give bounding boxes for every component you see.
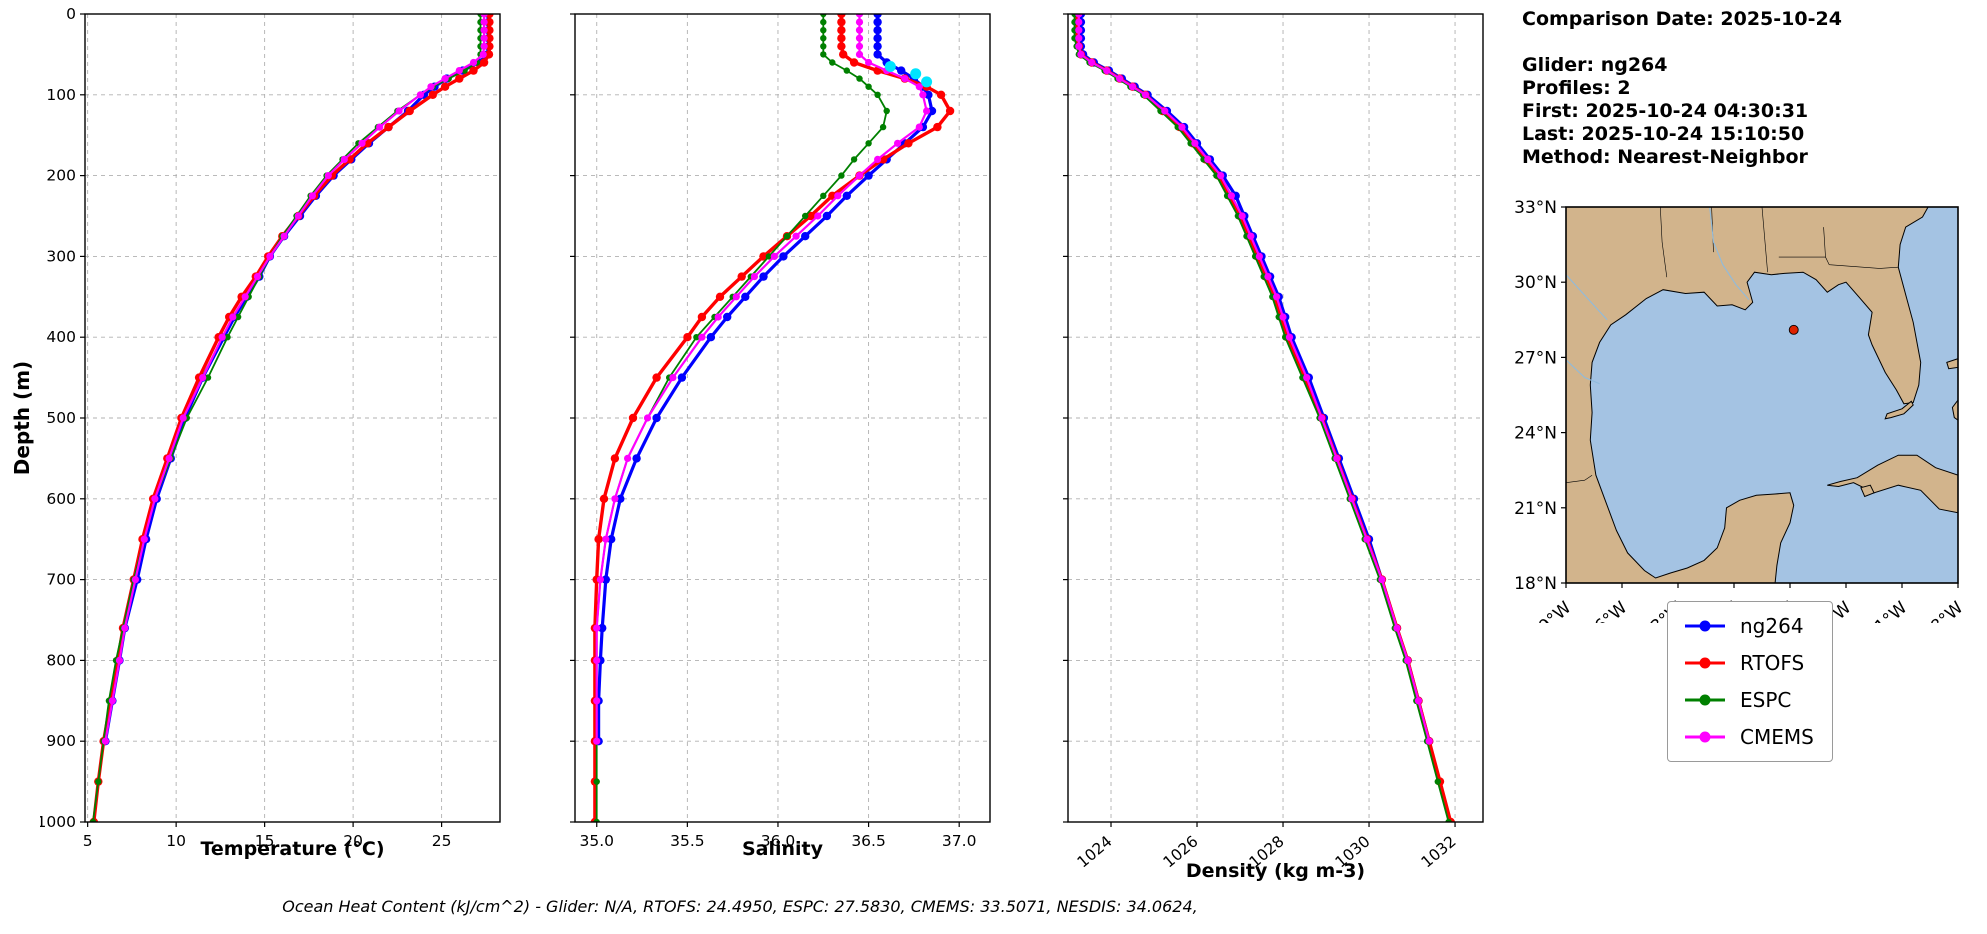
legend-item-rtofs: RTOFS [1682,651,1814,675]
map-lat-tick-label: 30°N [1514,273,1557,293]
x-tick-label: 35.0 [579,832,614,850]
x-tick-label: 36.5 [851,832,886,850]
land-area [1566,207,1929,583]
y-tick-label: 100 [46,86,76,104]
espc-line-marker-icon [1685,694,1725,706]
y-tick-label: 300 [46,247,76,265]
river [1566,274,1608,321]
grid-lines [85,13,500,823]
y-tick-label: 800 [46,651,76,669]
comparison-info-panel: Comparison Date: 2025-10-24 Glider: ng26… [1522,8,1842,169]
comparison-date-text: Comparison Date: 2025-10-24 [1522,8,1842,30]
salinity-axis-label: Salinity [741,838,824,860]
legend-label-ng264: ng264 [1740,614,1804,638]
map-tick-marks [1561,206,1959,588]
ng264-line-marker-icon [1685,620,1725,632]
political-border [1823,227,1826,258]
y-tick-label: 600 [46,490,76,508]
map-lat-tick-label: 18°N [1514,574,1557,594]
cmems-line-marker-icon [1685,731,1725,743]
tick-marks [570,13,960,827]
first-profile-time-text: First: 2025-10-24 04:30:31 [1522,100,1809,122]
land-area [1860,484,1875,498]
map-lat-tick-label: 21°N [1514,499,1557,519]
y-tick-label: 200 [46,167,76,185]
nesdis-marker [921,76,933,88]
temperature-profile-chart: 5 10 15 20 25 0 100 200 300 400 500 600 700 800 900 100… [40,0,510,880]
x-tick-label: 35.5 [670,832,705,850]
glider-name-text: Glider: ng264 [1522,54,1668,76]
grid-lines [575,13,990,823]
y-tick-label: 1000 [40,813,76,831]
method-text: Method: Nearest-Neighbor [1522,146,1808,168]
ng264-series [1076,14,1434,746]
political-border [1761,207,1768,273]
ng264-series [101,14,493,746]
espc-series [593,14,890,822]
ohc-caption: Ocean Heat Content (kJ/cm^2) - Glider: N… [282,897,1198,916]
river [1709,207,1750,301]
map-lat-tick-label: 27°N [1514,348,1557,368]
density-profile-chart: 1024 1026 1028 1030 1032 Density (kg m-3) [1023,0,1493,882]
x-tick-label: 36.0 [761,832,796,850]
river [1566,359,1600,385]
land-area [1951,399,1958,421]
cmems-series [101,14,488,745]
political-border [1778,256,1899,269]
gulf-of-mexico-map: 99°W96°W93°W90°W87°W84°W81°W78°W18°N21°N… [1514,198,1967,644]
x-tick-label: 15 [255,832,275,850]
nesdis-marker [910,68,922,80]
political-border [1660,207,1668,278]
tick-marks [1063,13,1456,827]
political-border [1566,474,1593,483]
x-tick-label: 10 [166,832,186,850]
legend-item-cmems: CMEMS [1682,725,1814,749]
map-lon-tick-label: 99°W [1527,598,1575,623]
map-lon-tick-label: 81°W [1863,598,1911,623]
temperature-profile-plot: 5 10 15 20 25 0 100 200 300 400 500 600 700 800 900 100… [40,5,501,850]
last-profile-time-text: Last: 2025-10-24 15:10:50 [1522,123,1805,145]
density-axis-label: Density (kg m-3) [1185,860,1366,882]
location-map-container: 99°W96°W93°W90°W87°W84°W81°W78°W18°N21°N… [1497,193,1977,644]
map-lon-tick-label: 78°W [1919,598,1967,623]
legend-box: ng264 RTOFS ESPC CMEMS [1667,601,1833,762]
density-profile-plot: 1024 1026 1028 1030 1032 [1063,13,1484,871]
land-area [1884,400,1914,420]
y-tick-label: 400 [46,328,76,346]
nesdis-marker [884,61,896,72]
map-lat-tick-label: 24°N [1514,424,1557,444]
depth-axis-label: Depth (m) [10,360,34,476]
x-tick-label: 37.0 [942,832,977,850]
profiles-count-text: Profiles: 2 [1522,77,1631,99]
y-tick-label: 900 [46,732,76,750]
map-lat-tick-label: 33°N [1514,198,1557,218]
cmems-series [1075,14,1433,745]
y-tick-label: 700 [46,571,76,589]
legend-label-cmems: CMEMS [1740,725,1814,749]
ng264-series [594,14,937,746]
rtofs-line-marker-icon [1685,657,1725,669]
x-tick-label: 20 [343,832,363,850]
tick-marks [80,13,443,827]
cmems-series [593,14,931,745]
grid-lines [1068,13,1483,823]
x-tick-label: 5 [83,832,93,850]
x-tick-label: 25 [432,832,452,850]
map-frame [1565,206,1959,584]
land-area [1946,358,1958,370]
info-spacer [1522,31,1842,54]
legend-label-rtofs: RTOFS [1740,651,1805,675]
legend-item-espc: ESPC [1682,688,1814,712]
legend-item-ng264: ng264 [1682,614,1814,638]
y-tick-label: 500 [46,409,76,427]
legend-label-espc: ESPC [1740,688,1792,712]
salinity-profile-chart: 35.0 35.5 36.0 36.5 37.0 Salinity [530,0,1000,880]
glider-location-marker [1788,324,1799,335]
temperature-axis-label: Temperature (°C) [200,838,385,860]
salinity-profile-plot: 35.0 35.5 36.0 36.5 37.0 [570,13,991,850]
y-tick-label: 0 [66,5,76,23]
map-lon-tick-label: 96°W [1583,598,1631,623]
